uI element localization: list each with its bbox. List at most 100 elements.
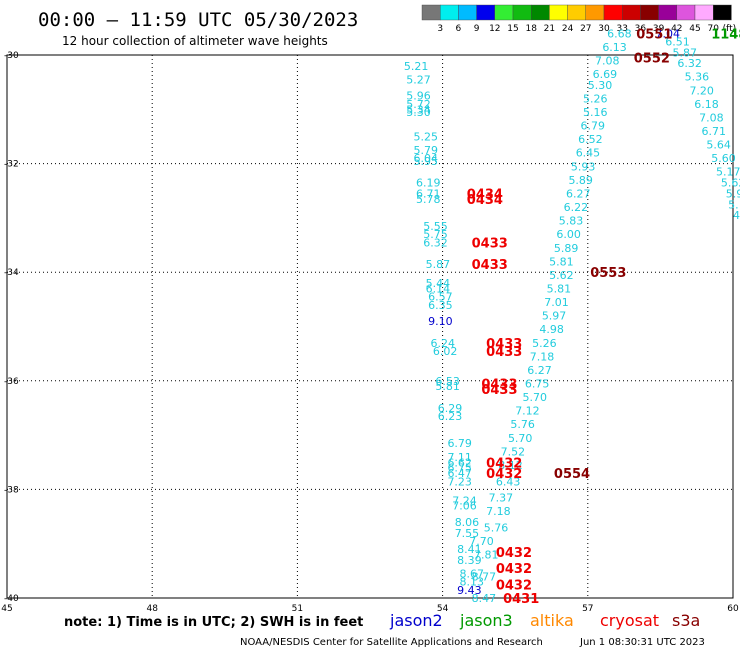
pass-time-label: 0433 xyxy=(472,258,508,273)
swh-value-label: 7.08 xyxy=(595,54,620,67)
swh-point-labels: 5.215.275.965.725.345.305.255.796.045.95… xyxy=(404,27,740,605)
colorbar-swatch xyxy=(476,4,496,21)
swh-value-label: 7.81 xyxy=(474,549,499,562)
pass-time-label: 0432 xyxy=(486,456,522,471)
swh-value-label: 5.60 xyxy=(711,152,736,165)
swh-value-label: 5.81 xyxy=(549,255,574,268)
y-tick-label: -32 xyxy=(4,160,19,170)
swh-value-label: 7.08 xyxy=(699,111,724,124)
swh-value-label: 7.18 xyxy=(486,505,511,518)
pass-time-label: 0432 xyxy=(496,546,532,561)
swh-value-label: 5.87 xyxy=(673,46,698,59)
swh-value-label: 5.36 xyxy=(685,71,710,84)
swh-value-label: 6.22 xyxy=(564,201,589,214)
colorbar-label: 18 xyxy=(525,24,537,34)
swh-value-label: 5.93 xyxy=(571,160,596,173)
x-tick-label: 60 xyxy=(727,604,739,614)
colorbar-label: 45 xyxy=(689,24,700,34)
pass-time-label: 0553 xyxy=(590,266,626,281)
swh-value-label: 8.41 xyxy=(457,543,482,556)
y-tick-label: -30 xyxy=(4,51,19,61)
colorbar-swatch xyxy=(658,4,677,21)
swh-value-label: 6.79 xyxy=(447,437,472,450)
colorbar-label: 24 xyxy=(562,24,574,34)
swh-value-label: 6.32 xyxy=(677,57,702,70)
colorbar-swatch xyxy=(494,4,514,21)
pass-time-label: 0433 xyxy=(481,378,517,393)
swh-value-label: 5.76 xyxy=(484,521,509,534)
swh-value-label: 5.81 xyxy=(547,282,572,295)
swh-value-label: 8.06 xyxy=(455,516,480,529)
swh-value-label: 6.04 xyxy=(414,152,439,165)
pass-time-labels: 0434043404330433043304330433043304320432… xyxy=(467,27,740,607)
swh-value-label: 6.79 xyxy=(581,120,606,133)
pass-time-label: 0433 xyxy=(472,236,508,251)
pass-time-label: 1148 xyxy=(711,27,740,42)
colorbar-unit: (ft) xyxy=(723,24,737,34)
swh-value-label: 6.62 xyxy=(447,456,472,469)
swh-value-label: 6.27 xyxy=(566,187,591,200)
swh-value-label: 5.26 xyxy=(583,92,608,105)
swh-value-label: 6.13 xyxy=(602,41,627,54)
swh-value-label: 6.19 xyxy=(416,177,441,190)
y-tick-label: -34 xyxy=(4,268,19,278)
pass-time-label: 0552 xyxy=(634,52,670,67)
swh-value-label: 5.34 xyxy=(406,103,431,116)
swh-value-label: 5.9 xyxy=(726,187,740,200)
swh-value-label: 5.55 xyxy=(423,220,448,233)
legend-altika: altika xyxy=(530,611,574,630)
swh-value-label: 5.16 xyxy=(583,106,608,119)
swh-value-label: 6.71 xyxy=(702,125,727,138)
swh-value-label: 6.47 xyxy=(447,467,472,480)
swh-value-label: 5.44 xyxy=(426,277,451,290)
swh-value-label: 5.72 xyxy=(406,98,431,111)
grid-lines xyxy=(7,55,733,598)
pass-time-label: 0433 xyxy=(486,345,522,360)
x-tick-label: 54 xyxy=(437,604,449,614)
chart-title: 00:00 – 11:59 UTC 05/30/2023 xyxy=(38,9,358,31)
swh-value-label: 5.25 xyxy=(414,130,439,143)
swh-value-label: 7.01 xyxy=(544,296,569,309)
pass-time-label: 0554 xyxy=(554,467,590,482)
swh-value-label: 9.10 xyxy=(428,315,453,328)
colorbar-swatch xyxy=(549,4,568,21)
swh-value-label: 6.35 xyxy=(428,299,453,312)
swh-value-label: 5.81 xyxy=(435,380,460,393)
swh-value-label: 7.24 xyxy=(452,494,477,507)
swh-value-label: 7.06 xyxy=(452,500,477,513)
swh-value-label: 6.29 xyxy=(438,402,463,415)
swh-value-label: 5.89 xyxy=(554,242,579,255)
swh-value-label: 6.75 xyxy=(447,462,472,475)
swh-value-label: 5.62 xyxy=(549,269,574,282)
swh-value-label: 7.23 xyxy=(447,475,472,488)
colorbar-label: 12 xyxy=(489,24,500,34)
legend-jason3: jason3 xyxy=(459,611,513,630)
swh-value-label: 6.71 xyxy=(416,187,441,200)
colorbar-swatch xyxy=(713,4,732,21)
colorbar-label: 30 xyxy=(598,24,610,34)
colorbar-swatch xyxy=(694,4,714,21)
colorbar-label: 6 xyxy=(456,24,462,34)
colorbar-label: 36 xyxy=(635,24,647,34)
swh-value-label: 6.75 xyxy=(525,378,550,391)
chart-subtitle: 12 hour collection of altimeter wave hei… xyxy=(62,34,328,48)
satellite-legend: jason2 jason3 altika cryosat s3a xyxy=(389,611,700,630)
x-tick-label: 45 xyxy=(1,604,12,614)
swh-value-label: 6.32 xyxy=(423,236,448,249)
swh-value-label: 6.14 xyxy=(426,282,451,295)
colorbar-swatch xyxy=(676,4,696,21)
pass-time-label: 0432 xyxy=(496,562,532,577)
colorbar-swatch xyxy=(458,4,477,21)
colorbar-swatch xyxy=(585,4,605,21)
swh-value-label: 7.04 xyxy=(656,27,681,40)
swh-value-label: 6.00 xyxy=(556,228,581,241)
y-tick-label: -40 xyxy=(4,594,19,604)
swh-value-label: 6.69 xyxy=(593,68,618,81)
swh-value-label: 5.89 xyxy=(568,174,593,187)
swh-value-label: 4.98 xyxy=(539,323,564,336)
swh-value-label: 6.57 xyxy=(428,291,453,304)
swh-value-label: 5.30 xyxy=(588,79,613,92)
swh-value-label: 7.70 xyxy=(469,535,494,548)
